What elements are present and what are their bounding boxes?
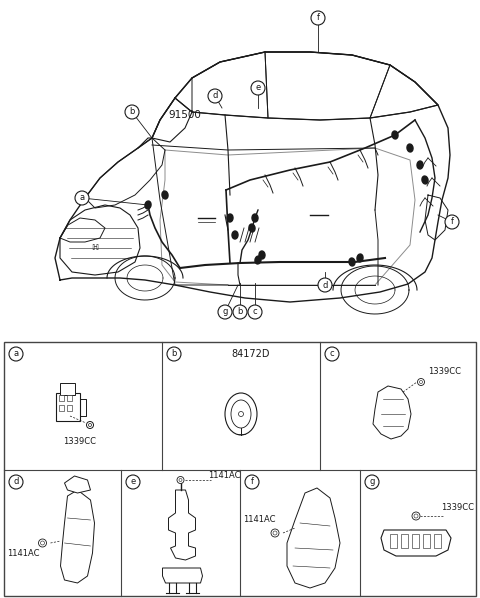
Bar — [59, 405, 64, 411]
Ellipse shape — [249, 224, 255, 232]
Ellipse shape — [227, 214, 233, 222]
Bar — [401, 534, 408, 548]
Bar — [56, 393, 80, 421]
Circle shape — [167, 347, 181, 361]
Ellipse shape — [357, 254, 363, 262]
Text: d: d — [322, 280, 328, 289]
Ellipse shape — [392, 131, 398, 139]
Ellipse shape — [259, 251, 265, 259]
Bar — [390, 534, 397, 548]
Text: c: c — [252, 307, 257, 316]
Circle shape — [125, 105, 139, 119]
Ellipse shape — [271, 529, 279, 537]
Polygon shape — [373, 386, 411, 439]
Polygon shape — [60, 490, 95, 583]
Ellipse shape — [86, 422, 94, 429]
Text: g: g — [222, 307, 228, 316]
Text: e: e — [255, 84, 261, 93]
Ellipse shape — [273, 531, 277, 535]
Circle shape — [248, 305, 262, 319]
Ellipse shape — [239, 411, 243, 416]
Text: f: f — [251, 477, 253, 487]
Bar — [423, 534, 430, 548]
Circle shape — [445, 215, 459, 229]
Polygon shape — [163, 568, 203, 583]
Text: 1339CC: 1339CC — [63, 437, 96, 446]
Ellipse shape — [225, 393, 257, 435]
Text: 1141AC: 1141AC — [7, 548, 39, 557]
Ellipse shape — [414, 514, 418, 518]
Ellipse shape — [231, 400, 251, 428]
Circle shape — [251, 81, 265, 95]
Circle shape — [318, 278, 332, 292]
Text: 91500: 91500 — [168, 110, 201, 120]
Text: f: f — [451, 218, 454, 227]
Circle shape — [325, 347, 339, 361]
Bar — [60, 383, 75, 395]
Text: ℍ: ℍ — [91, 243, 98, 252]
Ellipse shape — [418, 379, 424, 386]
Circle shape — [218, 305, 232, 319]
Bar — [59, 395, 64, 401]
Text: a: a — [79, 194, 84, 203]
Bar — [4, 342, 476, 596]
Ellipse shape — [38, 539, 47, 547]
Ellipse shape — [40, 541, 45, 545]
Text: e: e — [131, 477, 136, 487]
Text: a: a — [13, 349, 19, 358]
Text: c: c — [330, 349, 334, 358]
Ellipse shape — [252, 214, 258, 222]
Text: 1141AC: 1141AC — [243, 515, 276, 524]
Ellipse shape — [145, 201, 151, 209]
Text: g: g — [369, 477, 375, 487]
Ellipse shape — [162, 191, 168, 199]
Ellipse shape — [349, 258, 355, 266]
Ellipse shape — [422, 176, 428, 184]
Text: d: d — [212, 91, 218, 100]
Text: b: b — [171, 349, 177, 358]
Bar — [434, 534, 441, 548]
Ellipse shape — [420, 380, 422, 383]
Circle shape — [365, 475, 379, 489]
Ellipse shape — [407, 144, 413, 152]
Circle shape — [245, 475, 259, 489]
Ellipse shape — [232, 231, 238, 239]
Polygon shape — [287, 488, 340, 588]
Circle shape — [126, 475, 140, 489]
Text: 1141AC: 1141AC — [208, 471, 241, 481]
Circle shape — [233, 305, 247, 319]
Circle shape — [9, 475, 23, 489]
Text: b: b — [129, 108, 135, 117]
Ellipse shape — [179, 478, 182, 481]
Text: b: b — [237, 307, 243, 316]
Bar — [67, 405, 72, 411]
Polygon shape — [381, 530, 451, 556]
Ellipse shape — [417, 161, 423, 169]
Ellipse shape — [177, 477, 184, 484]
Text: d: d — [13, 477, 19, 487]
Circle shape — [311, 11, 325, 25]
Circle shape — [75, 191, 89, 205]
Circle shape — [208, 89, 222, 103]
Text: f: f — [316, 14, 320, 23]
Text: 84172D: 84172D — [232, 349, 270, 359]
Bar — [412, 534, 419, 548]
Bar — [67, 395, 72, 401]
Ellipse shape — [255, 256, 261, 264]
Ellipse shape — [88, 423, 92, 426]
Polygon shape — [168, 490, 195, 560]
Text: 1339CC: 1339CC — [428, 368, 461, 377]
Ellipse shape — [412, 512, 420, 520]
Text: 1339CC: 1339CC — [441, 504, 474, 512]
Circle shape — [9, 347, 23, 361]
Polygon shape — [64, 476, 91, 493]
